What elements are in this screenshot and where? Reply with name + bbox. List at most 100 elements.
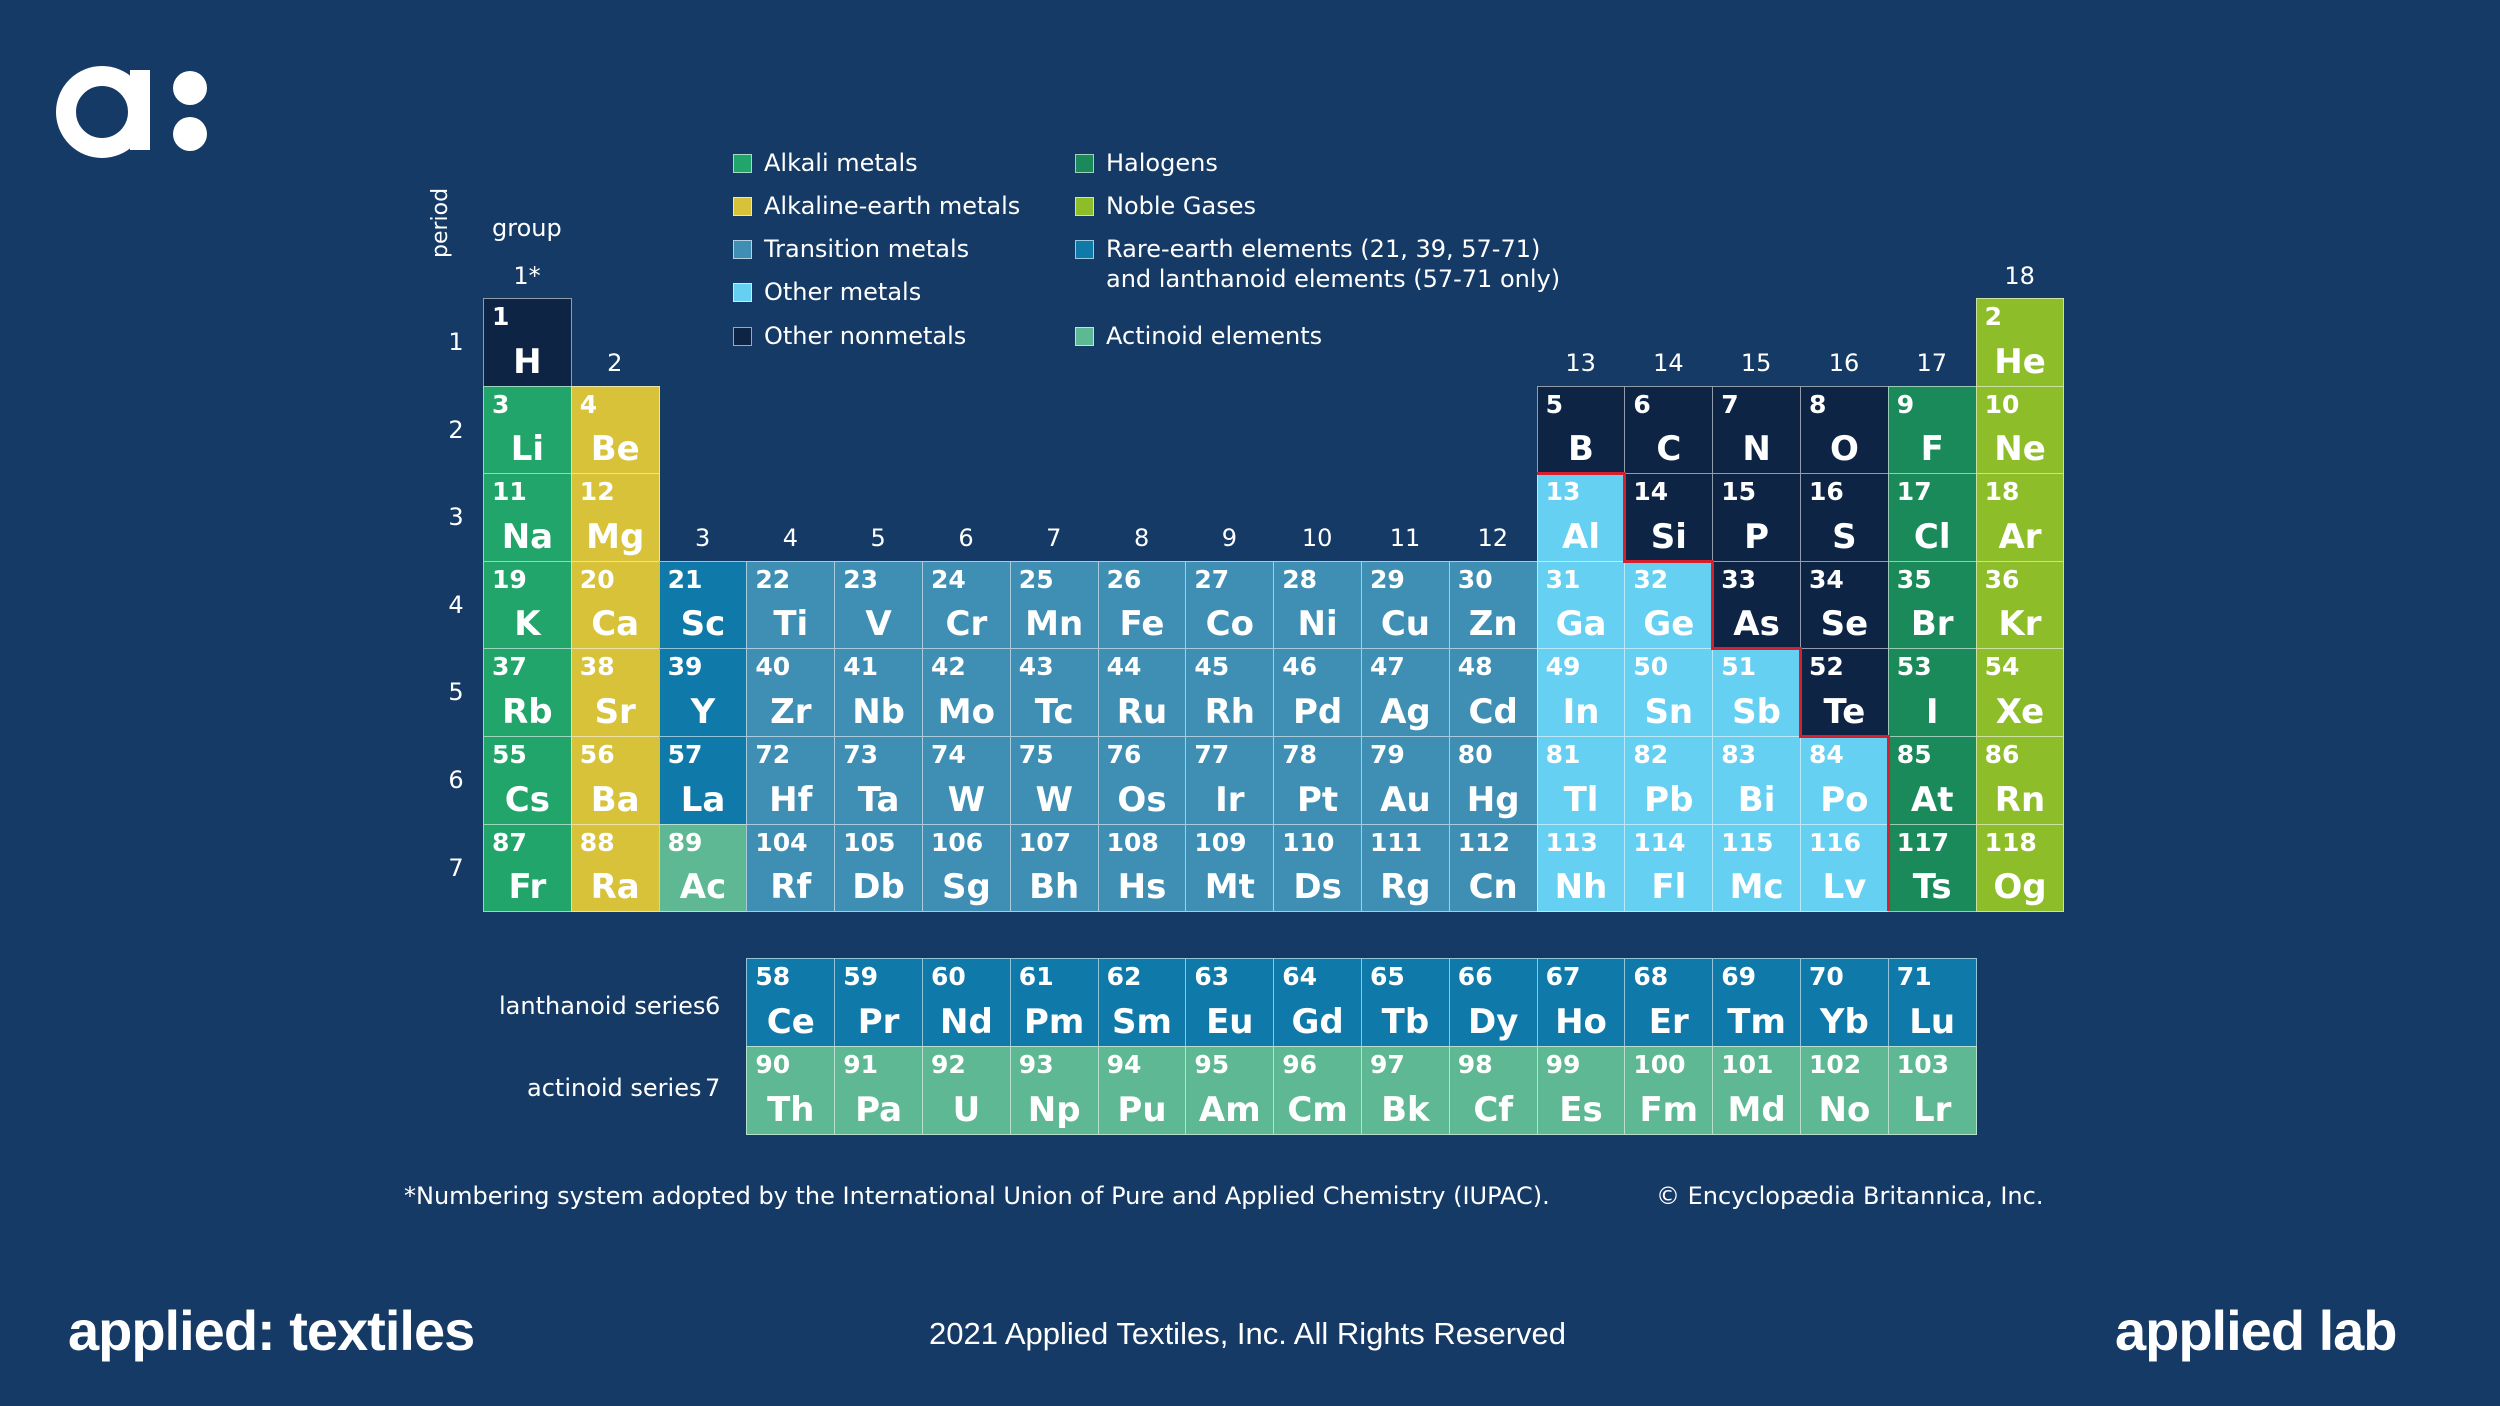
element-cell[interactable]: 68 Er (1624, 958, 1714, 1047)
element-cell[interactable]: 36 Kr (1975, 560, 2065, 650)
element-cell[interactable]: 41 Nb (834, 648, 923, 737)
element-cell[interactable]: 15 P (1712, 473, 1801, 562)
element-cell[interactable]: 105 Db (834, 823, 923, 913)
element-cell[interactable]: 64 Gd (1273, 958, 1362, 1047)
element-cell[interactable]: 30 Zn (1448, 560, 1538, 650)
element-cell[interactable]: 2 He (1975, 298, 2065, 387)
element-cell[interactable]: 23 V (834, 560, 923, 650)
element-cell[interactable]: 20 Ca (570, 560, 660, 650)
element-cell[interactable]: 49 In (1536, 648, 1626, 737)
element-cell[interactable]: 79 Au (1361, 736, 1450, 825)
element-cell[interactable]: 118 Og (1975, 823, 2065, 913)
element-cell[interactable]: 58 Ce (746, 958, 836, 1047)
element-cell[interactable]: 108 Hs (1097, 823, 1187, 913)
element-cell[interactable]: 70 Yb (1800, 958, 1889, 1047)
element-cell[interactable]: 86 Rn (1975, 736, 2065, 825)
element-cell[interactable]: 47 Ag (1361, 648, 1450, 737)
element-cell[interactable]: 82 Pb (1624, 736, 1714, 825)
element-cell[interactable]: 35 Br (1887, 560, 1977, 650)
element-cell[interactable]: 60 Nd (922, 958, 1011, 1047)
element-cell[interactable]: 102 No (1800, 1046, 1889, 1135)
element-cell[interactable]: 56 Ba (570, 736, 660, 825)
element-cell[interactable]: 75 W (1009, 736, 1099, 825)
element-cell[interactable]: 27 Co (1185, 560, 1275, 650)
element-cell[interactable]: 63 Eu (1185, 958, 1275, 1047)
element-cell[interactable]: 33 As (1712, 560, 1801, 650)
element-cell[interactable]: 84 Po (1800, 736, 1889, 825)
element-cell[interactable]: 77 Ir (1185, 736, 1275, 825)
element-cell[interactable]: 57 La (658, 736, 748, 825)
element-cell[interactable]: 13 Al (1536, 473, 1626, 562)
element-cell[interactable]: 76 Os (1097, 736, 1187, 825)
element-cell[interactable]: 55 Cs (483, 736, 572, 825)
element-cell[interactable]: 100 Fm (1624, 1046, 1714, 1135)
element-cell[interactable]: 21 Sc (658, 560, 748, 650)
element-cell[interactable]: 18 Ar (1975, 473, 2065, 562)
element-cell[interactable]: 111 Rg (1361, 823, 1450, 913)
element-cell[interactable]: 48 Cd (1448, 648, 1538, 737)
element-cell[interactable]: 22 Ti (746, 560, 836, 650)
element-cell[interactable]: 25 Mn (1009, 560, 1099, 650)
element-cell[interactable]: 11 Na (483, 473, 572, 562)
element-cell[interactable]: 116 Lv (1800, 823, 1889, 913)
element-cell[interactable]: 109 Mt (1185, 823, 1275, 913)
element-cell[interactable]: 14 Si (1624, 473, 1714, 562)
element-cell[interactable]: 78 Pt (1273, 736, 1362, 825)
element-cell[interactable]: 106 Sg (922, 823, 1011, 913)
element-cell[interactable]: 97 Bk (1361, 1046, 1450, 1135)
element-cell[interactable]: 34 Se (1800, 560, 1889, 650)
element-cell[interactable]: 28 Ni (1273, 560, 1362, 650)
element-cell[interactable]: 117 Ts (1887, 823, 1977, 913)
element-cell[interactable]: 16 S (1800, 473, 1889, 562)
element-cell[interactable]: 94 Pu (1097, 1046, 1187, 1135)
element-cell[interactable]: 115 Mc (1712, 823, 1801, 913)
element-cell[interactable]: 32 Ge (1624, 560, 1714, 650)
element-cell[interactable]: 31 Ga (1536, 560, 1626, 650)
element-cell[interactable]: 19 K (483, 560, 572, 650)
element-cell[interactable]: 73 Ta (834, 736, 923, 825)
element-cell[interactable]: 51 Sb (1712, 648, 1801, 737)
element-cell[interactable]: 17 Cl (1887, 473, 1977, 562)
element-cell[interactable]: 89 Ac (658, 823, 748, 913)
element-cell[interactable]: 92 U (922, 1046, 1011, 1135)
element-cell[interactable]: 72 Hf (746, 736, 836, 825)
element-cell[interactable]: 24 Cr (922, 560, 1011, 650)
element-cell[interactable]: 104 Rf (746, 823, 836, 913)
element-cell[interactable]: 38 Sr (570, 648, 660, 737)
element-cell[interactable]: 37 Rb (483, 648, 572, 737)
element-cell[interactable]: 80 Hg (1448, 736, 1538, 825)
element-cell[interactable]: 71 Lu (1887, 958, 1977, 1047)
element-cell[interactable]: 65 Tb (1361, 958, 1450, 1047)
element-cell[interactable]: 10 Ne (1975, 385, 2065, 475)
element-cell[interactable]: 61 Pm (1009, 958, 1099, 1047)
element-cell[interactable]: 12 Mg (570, 473, 660, 562)
element-cell[interactable]: 95 Am (1185, 1046, 1275, 1135)
element-cell[interactable]: 83 Bi (1712, 736, 1801, 825)
element-cell[interactable]: 3 Li (483, 385, 572, 475)
element-cell[interactable]: 50 Sn (1624, 648, 1714, 737)
element-cell[interactable]: 39 Y (658, 648, 748, 737)
element-cell[interactable]: 26 Fe (1097, 560, 1187, 650)
element-cell[interactable]: 101 Md (1712, 1046, 1801, 1135)
element-cell[interactable]: 4 Be (570, 385, 660, 475)
element-cell[interactable]: 29 Cu (1361, 560, 1450, 650)
element-cell[interactable]: 103 Lr (1887, 1046, 1977, 1135)
element-cell[interactable]: 69 Tm (1712, 958, 1801, 1047)
element-cell[interactable]: 45 Rh (1185, 648, 1275, 737)
element-cell[interactable]: 74 W (922, 736, 1011, 825)
element-cell[interactable]: 44 Ru (1097, 648, 1187, 737)
element-cell[interactable]: 53 I (1887, 648, 1977, 737)
element-cell[interactable]: 98 Cf (1448, 1046, 1538, 1135)
element-cell[interactable]: 113 Nh (1536, 823, 1626, 913)
element-cell[interactable]: 88 Ra (570, 823, 660, 913)
element-cell[interactable]: 87 Fr (483, 823, 572, 913)
element-cell[interactable]: 42 Mo (922, 648, 1011, 737)
element-cell[interactable]: 62 Sm (1097, 958, 1187, 1047)
element-cell[interactable]: 54 Xe (1975, 648, 2065, 737)
element-cell[interactable]: 40 Zr (746, 648, 836, 737)
